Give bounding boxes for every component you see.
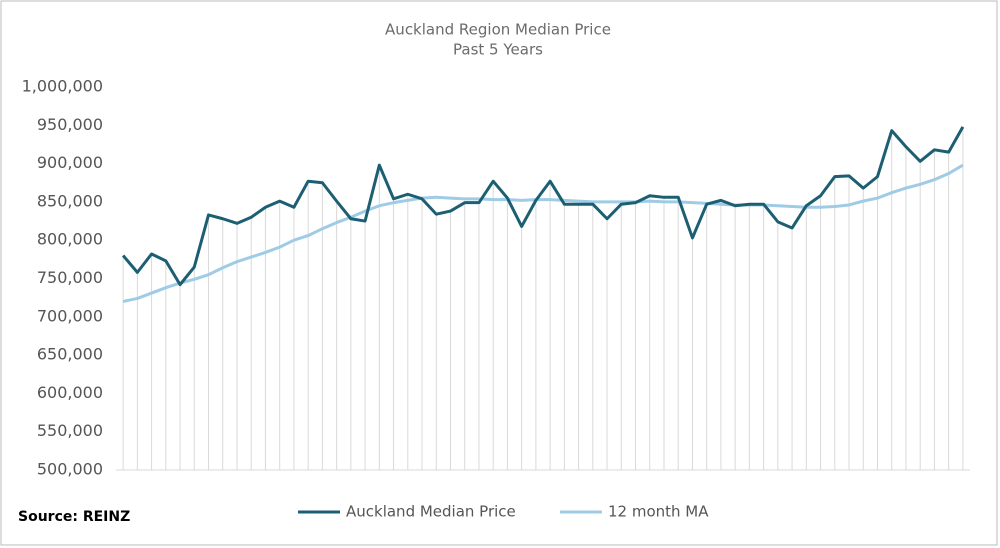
series-line bbox=[121, 126, 965, 287]
y-tick-label: 700,000 bbox=[37, 306, 103, 325]
y-tick-label: 550,000 bbox=[37, 421, 103, 440]
y-tick-label: 800,000 bbox=[37, 230, 103, 249]
y-tick-label: 500,000 bbox=[37, 460, 103, 479]
y-tick-label: 600,000 bbox=[37, 383, 103, 402]
y-tick-label: 1,000,000 bbox=[22, 77, 103, 96]
y-tick-label: 950,000 bbox=[37, 115, 103, 134]
source-note: Source: REINZ bbox=[18, 509, 130, 525]
series-line bbox=[122, 163, 964, 303]
y-tick-label: 650,000 bbox=[37, 345, 103, 364]
y-tick-label: 900,000 bbox=[37, 153, 103, 172]
y-tick-label: 750,000 bbox=[37, 268, 103, 287]
chart-subtitle: Past 5 Years bbox=[453, 41, 543, 59]
chart-title: Auckland Region Median Price bbox=[385, 21, 611, 39]
y-tick-label: 850,000 bbox=[37, 191, 103, 210]
legend-label: Auckland Median Price bbox=[346, 503, 516, 521]
legend-label: 12 month MA bbox=[608, 503, 709, 521]
